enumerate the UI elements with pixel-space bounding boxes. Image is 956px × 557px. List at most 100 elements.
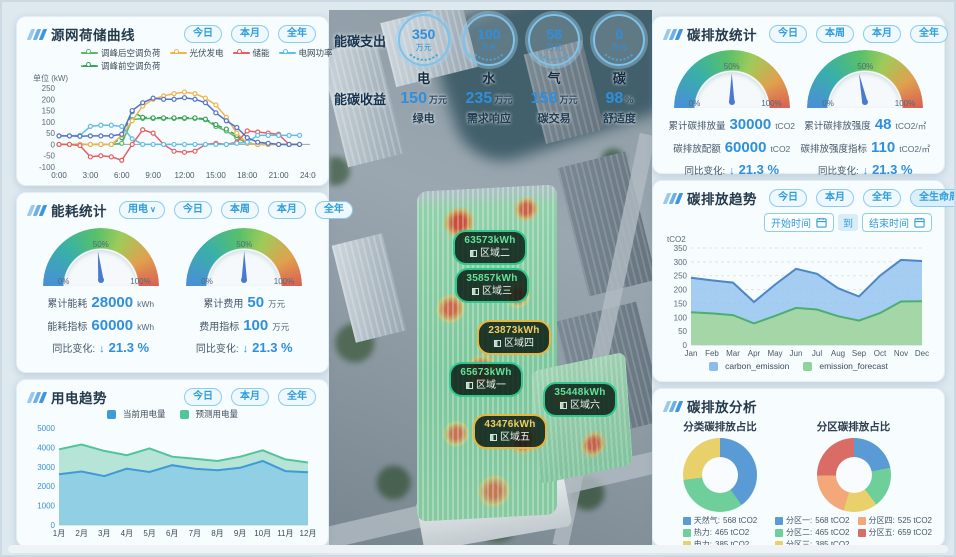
panel-title-icon xyxy=(26,391,48,403)
legend-item[interactable]: 热力: 465 tCO2 xyxy=(682,527,757,538)
legend-item[interactable]: 分区二: 465 tCO2 xyxy=(775,527,850,538)
income-caption: 绿电 xyxy=(412,113,435,125)
year-button[interactable]: 全年 xyxy=(278,25,316,43)
donut-chart xyxy=(816,438,891,512)
legend-item[interactable]: 预测用电量 xyxy=(179,408,238,420)
page-title: 碳排放分析 xyxy=(687,400,757,415)
legend-item[interactable]: 天然气: 568 tCO2 xyxy=(682,515,757,526)
zone-label[interactable]: 43476kWh 区域五 xyxy=(473,414,547,449)
svg-text:Dec: Dec xyxy=(915,349,929,358)
svg-text:300: 300 xyxy=(674,258,688,267)
week-button[interactable]: 本周 xyxy=(220,201,259,219)
gauge-energy: 0% 50% 100% 累计能耗 28000 kWh 能耗指标 60000 kWh 同比变化… xyxy=(30,228,172,358)
today-button[interactable]: 今日 xyxy=(173,201,212,219)
panel-electricity-trend: 用电趋势 今日 本月 全年 当前用电量 预测用电量 0 1000 2000 3000 4… xyxy=(16,379,329,547)
svg-text:Feb: Feb xyxy=(705,349,719,358)
panel-carbon-analysis: 碳排放分析 分类碳排放占比 天然气:568 tCO2 热力:465 tCO2 电… xyxy=(652,388,945,550)
legend-item[interactable]: carbon_emission xyxy=(709,361,789,371)
start-date-picker[interactable]: 开始时间 xyxy=(764,213,834,232)
today-button[interactable]: 今日 xyxy=(769,189,807,207)
svg-text:May: May xyxy=(767,349,782,358)
donut-title: 分类碳排放占比 xyxy=(683,421,757,433)
end-date-picker[interactable]: 结束时间 xyxy=(862,213,932,232)
month-button[interactable]: 本月 xyxy=(231,25,269,43)
energy-type-dropdown[interactable]: 用电 ∨ xyxy=(119,201,165,219)
page-title: 能耗统计 xyxy=(51,204,107,219)
income-carbon-trade: 158 万元 xyxy=(530,89,578,107)
chart-legend: carbon_emission emission_forecast xyxy=(665,361,932,371)
category-electric: 电 xyxy=(417,71,431,86)
lifecycle-button[interactable]: 全生命周期 xyxy=(910,189,954,207)
income-caption: 舒适度 xyxy=(602,113,636,125)
legend-item[interactable]: 分区一: 568 tCO2 xyxy=(775,515,850,526)
svg-text:9:00: 9:00 xyxy=(145,171,161,180)
svg-text:Nov: Nov xyxy=(894,349,908,358)
year-button[interactable]: 全年 xyxy=(278,388,316,406)
zone-name: 区域二 xyxy=(480,248,510,259)
year-button[interactable]: 全年 xyxy=(314,201,353,219)
zone-label[interactable]: 63573kWh 区域二 xyxy=(453,230,527,265)
today-button[interactable]: 今日 xyxy=(184,25,222,43)
month-button[interactable]: 本月 xyxy=(231,388,269,406)
svg-text:10月: 10月 xyxy=(254,529,271,538)
legend-item[interactable]: 光伏发电 xyxy=(169,47,224,59)
zone-icon xyxy=(560,402,567,409)
legend-item[interactable]: 分区四: 525 tCO2 xyxy=(857,515,932,526)
year-button[interactable]: 全年 xyxy=(863,189,901,207)
svg-text:7月: 7月 xyxy=(189,529,201,538)
panel-source-grid-load-storage: 源网荷储曲线 今日 本月 全年 调峰后空调负荷 光伏发电 储能 电网功率 调峰前… xyxy=(16,16,333,186)
expense-circle-electric: 350 万元 xyxy=(397,14,450,66)
income-demand-response: 235 万元 xyxy=(465,89,513,107)
legend-item[interactable]: 分区三:385 tCO2 xyxy=(775,539,850,550)
panel-energy-stats: 能耗统计 用电 ∨ 今日 本周 本月 全年 0% 50% 100% 累计能耗 28000… xyxy=(16,192,353,373)
legend-item[interactable]: emission_forecast xyxy=(803,361,888,371)
panel-title-icon xyxy=(662,192,684,204)
svg-text:Jun: Jun xyxy=(790,349,803,358)
year-button[interactable]: 全年 xyxy=(910,25,948,43)
expense-circle-carbon: 0 万元 xyxy=(593,14,646,66)
svg-text:Apr: Apr xyxy=(748,349,761,358)
svg-text:50: 50 xyxy=(678,327,687,336)
down-arrow-icon: ↓ xyxy=(99,342,105,355)
zone-icon xyxy=(470,250,477,257)
svg-text:15:00: 15:00 xyxy=(206,171,227,180)
today-button[interactable]: 今日 xyxy=(769,25,807,43)
svg-text:0: 0 xyxy=(51,140,56,149)
svg-text:18:00: 18:00 xyxy=(237,171,258,180)
expense-label: 能碳支出 xyxy=(333,33,386,49)
area-chart: 0 1000 2000 3000 4000 5000 1月 2月 3月 4月 5月 6月 7月 8月 9月 1… xyxy=(29,422,316,540)
today-button[interactable]: 今日 xyxy=(184,388,222,406)
month-button[interactable]: 本月 xyxy=(816,189,854,207)
zone-label[interactable]: 65673kWh 区域一 xyxy=(449,362,523,397)
svg-text:-100: -100 xyxy=(39,163,56,172)
city-aerial-photo: 63573kWh 区域二 35857kWh 区域三 23873kWh 区域四 6… xyxy=(329,10,652,547)
legend-item[interactable]: 当前用电量 xyxy=(106,408,166,420)
legend-item[interactable]: 电网功率 xyxy=(278,47,333,59)
expense-circle-water: 100 万元 xyxy=(462,14,515,66)
legend-item[interactable]: 调峰后空调负荷 xyxy=(81,47,161,59)
month-button[interactable]: 本月 xyxy=(267,201,306,219)
svg-text:4000: 4000 xyxy=(37,443,55,452)
zone-name: 区域五 xyxy=(500,432,530,443)
chevron-down-icon: ∨ xyxy=(150,205,156,214)
bottom-scrollbar[interactable] xyxy=(8,545,948,553)
svg-text:2000: 2000 xyxy=(37,482,55,491)
legend-item[interactable]: 调峰前空调负荷 xyxy=(81,60,161,72)
legend-item[interactable]: 分区五: 659 tCO2 xyxy=(857,527,932,538)
down-arrow-icon: ↓ xyxy=(862,164,869,177)
week-button[interactable]: 本周 xyxy=(816,25,854,43)
svg-text:6:00: 6:00 xyxy=(114,171,130,180)
zone-label[interactable]: 35857kWh 区域三 xyxy=(455,268,529,303)
svg-text:Mar: Mar xyxy=(726,349,740,358)
income-caption: 需求响应 xyxy=(466,113,511,125)
zone-label[interactable]: 23873kWh 区域四 xyxy=(477,320,551,355)
income-comfort: 98% xyxy=(605,89,634,107)
svg-text:150: 150 xyxy=(42,107,56,116)
zone-icon xyxy=(494,340,501,347)
legend-item[interactable]: 电力:385 tCO2 xyxy=(682,539,757,550)
zone-label[interactable]: 35448kWh 区域六 xyxy=(543,382,617,417)
page-title: 碳排放趋势 xyxy=(687,192,757,207)
month-button[interactable]: 本月 xyxy=(863,25,901,43)
gauge-cost: 0% 50% 100% 累计费用 50 万元 费用指标 100 万元 同比变化: ↓ 21.3 … xyxy=(173,228,315,358)
legend-item[interactable]: 储能 xyxy=(232,47,270,59)
